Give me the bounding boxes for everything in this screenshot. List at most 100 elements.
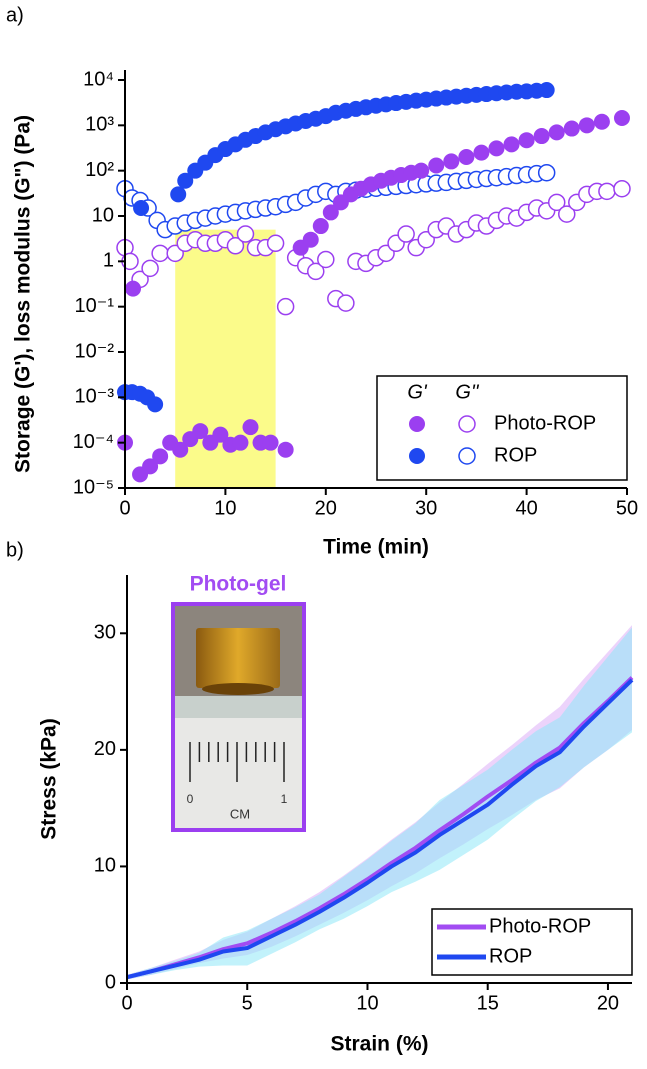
legend-loss-marker [458, 447, 476, 465]
x-tick-label: 30 [415, 497, 437, 519]
inset-title: Photo-gel [190, 573, 287, 596]
storage-point [613, 110, 630, 127]
loss-point [337, 294, 355, 312]
loss-point [558, 205, 576, 223]
y-tick-label: 10² [85, 159, 114, 181]
loss-point [141, 259, 159, 278]
ruler-label: 0 [187, 792, 194, 806]
storage-point [242, 419, 259, 436]
y-tick-label: 10 [94, 855, 116, 877]
loss-point [537, 163, 556, 182]
storage-point [593, 113, 610, 130]
x-tick-label: 0 [121, 992, 132, 1014]
loss-point [266, 234, 285, 253]
loss-point [397, 225, 415, 243]
plot-area [116, 82, 631, 488]
loss-point [317, 250, 335, 269]
storage-point [488, 140, 505, 157]
ruler-ticks [189, 742, 285, 782]
y-tick-label: 20 [94, 738, 116, 760]
loss-point [307, 262, 325, 281]
storage-point [548, 124, 565, 141]
y-tick-label: 30 [94, 622, 116, 644]
x-tick-label: 20 [315, 497, 337, 519]
y-tick-label: 10⁻⁴ [73, 431, 114, 453]
storage-point [277, 441, 294, 458]
panel-label: b) [6, 539, 24, 561]
storage-point [172, 441, 189, 458]
gel-base [202, 683, 274, 695]
y-tick-label: 0 [105, 971, 116, 993]
legend-storage-marker [409, 416, 425, 432]
x-axis-title: Time (min) [323, 536, 429, 559]
x-tick-label: 10 [214, 497, 236, 519]
storage-point [170, 186, 187, 203]
loss-point [151, 244, 169, 263]
legend-header: G' [407, 381, 428, 403]
x-tick-label: 40 [515, 497, 537, 519]
panel-label: a) [6, 4, 24, 26]
loss-point [236, 225, 255, 243]
y-tick-label: 10⁴ [83, 68, 114, 90]
storage-point [563, 120, 580, 137]
x-tick-label: 0 [119, 497, 130, 519]
storage-point [518, 132, 535, 149]
ruler-label: CM [230, 806, 250, 821]
y-tick-label: 10⁻⁵ [73, 476, 114, 498]
inset-photo [171, 602, 306, 832]
storage-point [262, 434, 279, 451]
storage-point [428, 157, 445, 174]
y-axis-title: Storage (G'), loss modulus (G") (Pa) [12, 115, 35, 473]
storage-point [192, 423, 209, 440]
glass-plate [175, 696, 302, 718]
storage-point [302, 231, 319, 248]
x-axis-title: Strain (%) [330, 1033, 428, 1056]
plot-area [126, 625, 634, 980]
storage-point [147, 396, 164, 413]
storage-point [312, 218, 329, 235]
legend-loss-marker [458, 415, 476, 433]
storage-point [538, 82, 555, 99]
storage-point [458, 149, 475, 166]
error-band [127, 627, 632, 980]
legend-label: ROP [489, 945, 532, 967]
ruler-label: 1 [281, 792, 288, 806]
legend-label: ROP [494, 444, 537, 466]
storage-point [125, 280, 142, 297]
series-line [126, 678, 634, 980]
loss-point [613, 179, 631, 198]
storage-point [152, 448, 169, 465]
legend-label: Photo-ROP [494, 412, 596, 434]
x-tick-label: 5 [242, 992, 253, 1014]
y-tick-label: 10⁻³ [75, 386, 115, 408]
x-tick-label: 10 [356, 992, 378, 1014]
gel-sample [196, 628, 280, 688]
y-tick-label: 10³ [85, 114, 114, 136]
storage-point [232, 434, 249, 451]
x-tick-label: 15 [477, 992, 499, 1014]
y-tick-label: 10⁻¹ [75, 295, 115, 317]
storage-point [413, 162, 430, 179]
legend-box [431, 908, 633, 976]
loss-point [226, 237, 245, 255]
storage-point [578, 117, 595, 134]
ruler [175, 718, 302, 828]
y-tick-label: 10⁻² [75, 340, 115, 362]
x-tick-label: 20 [597, 992, 619, 1014]
storage-point [473, 144, 490, 161]
storage-point [142, 458, 159, 475]
storage-point [533, 128, 550, 145]
storage-point [212, 426, 229, 443]
loss-point [547, 193, 566, 212]
loss-point [598, 182, 616, 201]
y-tick-label: 1 [103, 250, 114, 272]
legend-label: Photo-ROP [489, 915, 591, 937]
loss-point [276, 297, 295, 316]
series-line [126, 676, 634, 980]
y-tick-label: 10 [92, 204, 114, 226]
storage-point [177, 172, 194, 189]
legend-header: G'' [455, 381, 479, 403]
storage-point [322, 204, 339, 221]
legend-storage-marker [409, 448, 425, 464]
